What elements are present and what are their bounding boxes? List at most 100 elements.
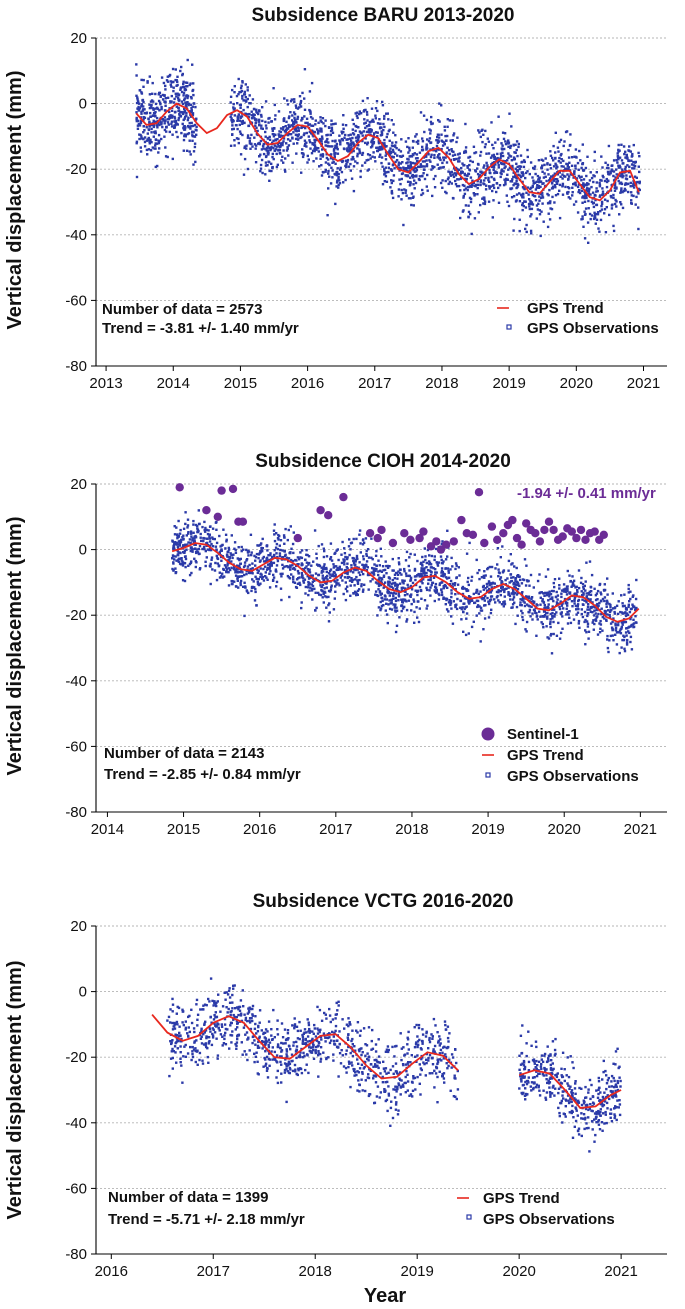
gps-observation-point <box>395 583 398 586</box>
sentinel-1-point <box>202 506 211 515</box>
gps-observation-point <box>516 588 520 591</box>
gps-observation-point <box>572 182 575 186</box>
gps-observation-point <box>286 574 290 578</box>
gps-observation-point <box>413 179 416 182</box>
gps-observation-point <box>566 163 569 166</box>
gps-observation-point <box>487 582 491 585</box>
gps-observation-point <box>279 572 282 576</box>
gps-observation-point <box>383 168 386 171</box>
gps-observation-point <box>325 134 328 137</box>
gps-observation-point <box>580 608 583 611</box>
gps-observation-point <box>372 151 375 154</box>
sentinel-1-point <box>217 486 226 495</box>
gps-observation-point <box>282 137 286 140</box>
gps-observation-point <box>135 116 138 120</box>
gps-observation-point <box>558 140 561 144</box>
gps-observation-point <box>477 175 481 178</box>
gps-observation-point <box>585 188 588 191</box>
gps-observation-point <box>510 196 514 199</box>
gps-observation-point <box>419 573 422 576</box>
gps-observation-point <box>609 189 613 192</box>
gps-observation-point <box>184 104 188 107</box>
gps-observation-point <box>324 119 327 122</box>
gps-observation-point <box>139 121 143 125</box>
gps-observation-point <box>411 153 415 156</box>
gps-observation-point <box>223 564 227 567</box>
gps-observation-point <box>379 608 382 612</box>
gps-observation-point <box>149 149 153 152</box>
gps-observation-point <box>530 186 533 189</box>
gps-observation-point <box>513 182 516 185</box>
gps-observation-point <box>311 574 314 577</box>
gps-observation-point <box>305 117 309 120</box>
gps-observation-point <box>611 169 614 173</box>
gps-observation-point <box>187 532 190 535</box>
gps-observation-point <box>259 550 262 553</box>
gps-observation-point <box>485 184 488 187</box>
gps-observation-point <box>272 139 275 142</box>
gps-observation-point <box>486 567 489 571</box>
gps-observation-point <box>406 175 410 178</box>
gps-observation-point <box>326 574 329 578</box>
gps-observation-point <box>437 598 441 601</box>
gps-observation-point <box>607 172 610 176</box>
gps-observation-point <box>254 559 257 562</box>
gps-observation-point <box>382 122 385 126</box>
gps-observation-point <box>195 551 198 555</box>
gps-observation-point <box>446 586 449 589</box>
gps-observation-point <box>558 584 561 587</box>
gps-observation-point <box>565 162 568 166</box>
gps-observation-point <box>524 628 527 631</box>
gps-observation-point <box>265 146 268 150</box>
gps-observation-point <box>324 170 327 173</box>
gps-observation-point <box>307 1030 310 1033</box>
gps-observation-point <box>441 562 444 565</box>
gps-observation-point <box>621 602 624 605</box>
gps-observation-point <box>583 210 586 213</box>
gps-observation-point <box>451 565 454 568</box>
gps-observation-point <box>613 186 616 190</box>
gps-observation-point <box>183 117 186 120</box>
gps-observation-point <box>513 565 516 568</box>
gps-observation-point <box>412 204 415 207</box>
gps-observation-point <box>538 591 541 595</box>
gps-observation-point <box>613 612 617 615</box>
gps-observation-point <box>566 604 569 607</box>
gps-observation-point <box>483 200 487 203</box>
gps-observation-point <box>478 131 481 134</box>
gps-observation-point <box>485 582 489 586</box>
gps-observation-point <box>253 143 257 146</box>
gps-observation-point <box>479 135 482 139</box>
gps-observation-point <box>196 548 199 551</box>
gps-observation-point <box>447 576 451 579</box>
gps-observation-point <box>541 182 544 185</box>
gps-observation-point <box>175 541 178 545</box>
gps-observation-point <box>269 554 272 557</box>
gps-observation-point <box>578 176 582 179</box>
gps-observation-point <box>359 551 362 554</box>
gps-observation-point <box>582 178 586 181</box>
gps-observation-point <box>565 607 568 610</box>
gps-observation-point <box>367 158 370 162</box>
gps-observation-point <box>179 528 182 532</box>
gps-observation-point <box>245 144 248 147</box>
gps-observation-point <box>397 592 400 595</box>
gps-observation-point <box>410 162 413 165</box>
gps-observation-point <box>561 615 564 618</box>
gps-observation-point <box>231 124 234 127</box>
sentinel-1-point <box>436 545 446 554</box>
gps-observation-point <box>516 591 520 595</box>
gps-observation-point <box>250 551 253 554</box>
gps-observation-point <box>254 1022 257 1026</box>
gps-observation-point <box>341 159 345 163</box>
gps-observation-point <box>558 637 562 640</box>
gps-observation-point <box>268 138 272 141</box>
gps-observation-point <box>181 536 184 539</box>
gps-observation-point <box>426 138 429 141</box>
gps-observation-point <box>584 580 587 583</box>
gps-observation-point <box>601 629 604 632</box>
gps-observation-point <box>517 583 520 586</box>
sentinel-1-point <box>316 506 325 515</box>
gps-observation-point <box>273 127 276 130</box>
gps-observation-point <box>372 569 375 572</box>
